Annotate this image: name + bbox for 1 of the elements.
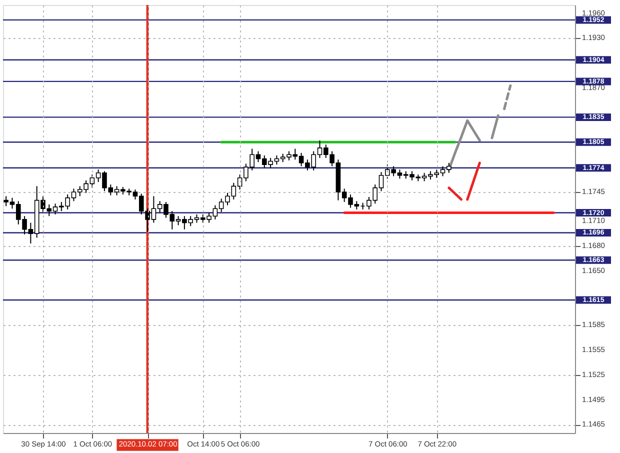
line-series [448,119,481,171]
